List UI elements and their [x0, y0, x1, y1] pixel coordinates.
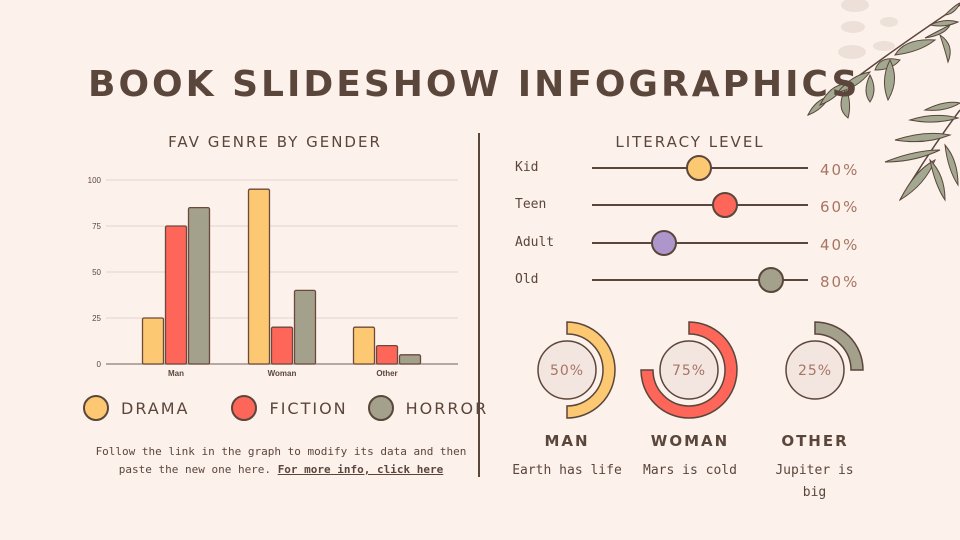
slider-label: Old — [515, 272, 539, 287]
legend-label: HORROR — [405, 398, 489, 418]
slider-value: 40% — [820, 236, 860, 254]
literacy-title: LITERACY LEVEL — [615, 133, 765, 151]
drama-swatch-icon — [83, 395, 109, 421]
page-title: BOOK SLIDESHOW INFOGRAPHICS — [88, 64, 861, 105]
slider-track[interactable] — [592, 279, 808, 281]
y-tick-label: 50 — [92, 268, 101, 277]
more-info-link[interactable]: For more info, click here — [277, 463, 444, 476]
bar-drama-man — [141, 317, 165, 365]
slider-knob[interactable] — [712, 192, 738, 218]
bar-drama-woman — [247, 188, 271, 365]
bar-drama-other — [352, 326, 376, 365]
donut-center-other — [785, 340, 845, 400]
note-text: Follow the link in the graph to modify i… — [95, 445, 467, 476]
donut-desc-woman: Mars is cold — [643, 463, 737, 478]
slider-label: Teen — [515, 197, 547, 212]
bar-fiction-other — [375, 344, 399, 365]
slider-label: Kid — [515, 160, 539, 175]
chart-title: FAV GENRE BY GENDER — [168, 133, 382, 151]
chart-note: Follow the link in the graph to modify i… — [88, 443, 474, 479]
bar-horror-woman — [293, 289, 317, 365]
donut-title-woman: WOMAN — [650, 432, 730, 450]
donut-percent-man: 50% — [550, 363, 584, 379]
slider-track[interactable] — [592, 204, 808, 206]
fiction-swatch-icon — [231, 395, 258, 421]
donut-percent-other: 25% — [798, 363, 832, 379]
donut-desc-man: Earth has life — [512, 463, 622, 478]
legend-label: DRAMA — [121, 398, 190, 418]
donut-arc-other — [814, 321, 864, 371]
legend-label: FICTION — [269, 398, 348, 418]
bar-fiction-man — [164, 225, 188, 365]
slider-label: Adult — [515, 235, 555, 250]
slider-value: 80% — [820, 273, 860, 291]
legend-item-horror: HORROR — [367, 395, 489, 421]
bar-horror-man — [187, 206, 211, 365]
legend-item-fiction: FICTION — [231, 395, 347, 421]
donut-percent-woman: 75% — [672, 363, 706, 379]
donut-center-woman — [659, 340, 719, 400]
slider-knob[interactable] — [651, 230, 677, 256]
bar-fiction-woman — [270, 326, 294, 365]
donut-arc-man — [566, 321, 616, 419]
slider-value: 40% — [820, 161, 860, 179]
x-category-label: Man — [168, 369, 184, 378]
donut-arc-woman — [640, 321, 738, 419]
y-tick-label: 75 — [92, 222, 101, 231]
vertical-divider — [478, 133, 480, 477]
slider-track[interactable] — [592, 242, 808, 244]
x-category-label: Woman — [268, 369, 297, 378]
y-tick-label: 0 — [97, 360, 102, 369]
y-tick-label: 25 — [92, 314, 101, 323]
x-category-label: Other — [376, 369, 397, 378]
chart-legend: DRAMA FICTION HORROR — [83, 395, 508, 421]
donut-title-man: MAN — [544, 432, 590, 450]
slider-knob[interactable] — [758, 267, 784, 293]
slider-knob[interactable] — [686, 155, 712, 181]
horror-swatch-icon — [367, 395, 394, 421]
donut-desc-other: Jupiter is big — [775, 463, 854, 500]
bar-horror-other — [398, 354, 422, 365]
legend-item-drama: DRAMA — [83, 395, 189, 421]
slider-value: 60% — [820, 198, 860, 216]
donut-title-other: OTHER — [781, 432, 849, 450]
y-tick-label: 100 — [88, 176, 102, 185]
donut-center-man — [537, 340, 597, 400]
